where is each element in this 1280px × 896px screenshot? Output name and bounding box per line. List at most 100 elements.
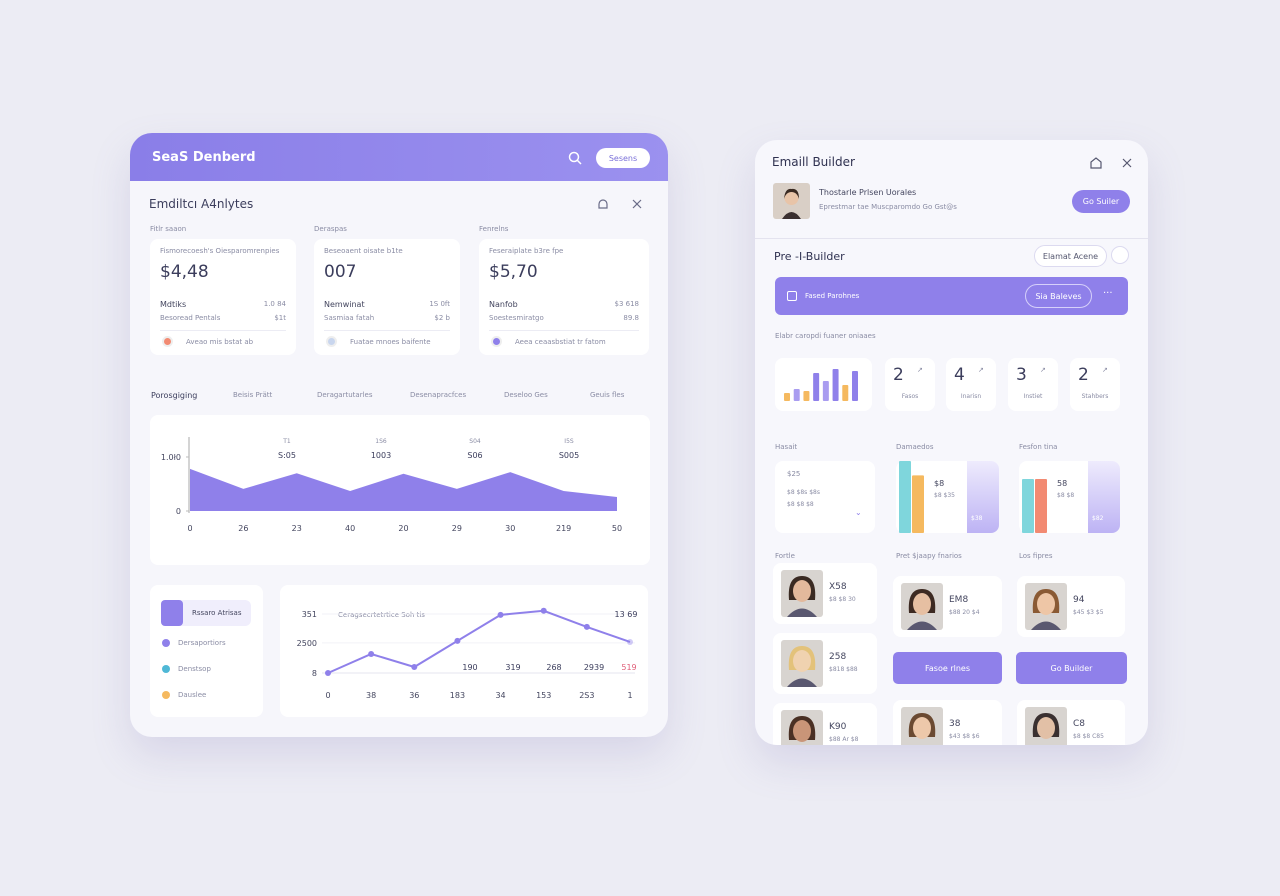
chip-more[interactable] (1111, 246, 1129, 264)
tab[interactable]: Porosgiging (151, 391, 198, 400)
avatar-face (1037, 717, 1055, 739)
tab[interactable]: Desenapracfces (410, 391, 467, 399)
subtitle: Emdiltcı A4nlytes (149, 197, 254, 211)
stat-dot (326, 336, 337, 347)
stat-arrow: ↗ (978, 366, 984, 374)
people-button[interactable]: Go Builder (1016, 652, 1127, 684)
profile-sub: Eprestmar tae Muscparomdo Go Gst@s (819, 203, 957, 211)
person-value: 94 (1073, 595, 1085, 605)
stat-value: 4 (954, 365, 965, 385)
row-value: 1S 0ft (429, 300, 450, 308)
row-value: $3 618 (614, 300, 640, 308)
area-chart-panel (150, 415, 650, 565)
stat-footer: Aeea ceaasbstiat tr fatom (515, 338, 606, 346)
widget-line: $8 $8 $8 (787, 501, 814, 508)
avatar-body (1031, 621, 1061, 630)
stat-card (150, 239, 296, 355)
stat-card (314, 239, 460, 355)
divider (755, 238, 1148, 239)
group-title: Los fipres (1019, 552, 1053, 560)
tab[interactable]: Deseloo Ges (504, 391, 548, 399)
search-icon[interactable] (568, 151, 582, 165)
stat-value: 3 (1016, 365, 1027, 385)
avatar-face (793, 720, 811, 742)
row-label: Nemwinat (324, 300, 365, 309)
profile-avatar (773, 183, 810, 219)
legend-label: Dersaportiors (178, 639, 226, 647)
mini-chart-card (775, 358, 872, 411)
stat-value: $5,70 (489, 262, 538, 282)
avatar-body (787, 608, 817, 617)
person-sub: $45 $3 $5 (1073, 609, 1104, 616)
tab[interactable]: Deragartutarles (317, 391, 373, 399)
avatar-face (1037, 593, 1055, 615)
row-value: 1.0 84 (263, 300, 286, 308)
widget-side (1088, 461, 1120, 533)
action-bar (775, 277, 1128, 315)
widget-card (775, 461, 875, 533)
section-label: Fitlr saaon (150, 225, 187, 233)
profile-name: Thostarle Prlsen Uorales (819, 188, 917, 197)
section-title: Pre -I-Builder (774, 250, 845, 263)
stat-dot (162, 336, 173, 347)
row-label: Nanfob (489, 300, 518, 309)
tab[interactable]: Geuis fles (590, 391, 625, 399)
person-value: 38 (949, 719, 961, 729)
widget-value: $25 (787, 470, 801, 478)
more-dots: ··· (1103, 288, 1113, 299)
bell-icon[interactable] (596, 197, 610, 211)
stat-footer: Fuatae mnoes baifente (350, 338, 431, 346)
close-icon[interactable] (631, 198, 643, 210)
profile-button[interactable]: Go Suiler (1072, 190, 1130, 213)
widget-value: $8 (934, 479, 945, 488)
people-button[interactable]: Fasoe rlnes (893, 652, 1002, 684)
widget-title: Damaedos (896, 443, 934, 451)
row-label: Mdtiks (160, 300, 187, 309)
line-chart-panel (280, 585, 648, 717)
stat-footer: Aveao mis bstat ab (186, 338, 254, 346)
stat-card (946, 358, 996, 411)
row-label: Besoread Pentals (160, 314, 221, 322)
person-value: C8 (1073, 719, 1086, 729)
legend-icon (161, 600, 183, 626)
stat-arrow: ↗ (1040, 366, 1046, 374)
chip[interactable]: Elamat Acene (1034, 245, 1107, 267)
avatar-face (793, 650, 811, 672)
person-avatar (781, 640, 823, 687)
widget-line: $8 $8 (1057, 492, 1075, 499)
avatar-face (913, 717, 931, 739)
person-value: K90 (829, 722, 847, 732)
person-avatar (1025, 707, 1067, 745)
home-icon[interactable] (1089, 156, 1103, 170)
section-label: Fenrelns (479, 225, 509, 233)
avatar-body (787, 678, 817, 687)
stat-label: Inarisn (960, 393, 982, 400)
row-value: $2 b (434, 314, 450, 322)
widget-title: Fesfon tina (1019, 443, 1058, 451)
stat-label: Fismorecoesh's Oiesparomrenpies (160, 247, 280, 255)
group-title: Pret $jaapy fnarios (896, 552, 962, 560)
legend-swatch (162, 639, 170, 647)
person-avatar (1025, 583, 1067, 630)
stat-value: 2 (893, 365, 904, 385)
header-button[interactable]: Sesens (596, 148, 650, 168)
header-title: SeaS Denberd (152, 150, 256, 165)
stat-card (1070, 358, 1120, 411)
caption: Elabr caropdi fuaner oniaaes (775, 332, 876, 340)
tab[interactable]: Beisis Prätt (233, 391, 273, 399)
person-value: EM8 (949, 595, 969, 605)
action-icon (787, 291, 797, 301)
legend-swatch (162, 691, 170, 699)
action-button[interactable]: Sia Baleves (1025, 284, 1092, 308)
avatar-face (793, 580, 811, 602)
close-icon[interactable] (1121, 157, 1133, 169)
row-label: Soestesmiratgo (489, 314, 544, 322)
stat-dot (491, 336, 502, 347)
legend-label: Denstsop (178, 665, 211, 673)
dashboard-card: SeaS Denberd Sesens Emdiltcı A4nlytes Fi… (130, 133, 668, 737)
person-value: X58 (829, 582, 847, 592)
builder-card: Emaill Builder Thostarle Prlsen Uorales … (755, 140, 1148, 745)
group-title: Fortle (775, 552, 795, 560)
stat-divider (324, 330, 450, 331)
